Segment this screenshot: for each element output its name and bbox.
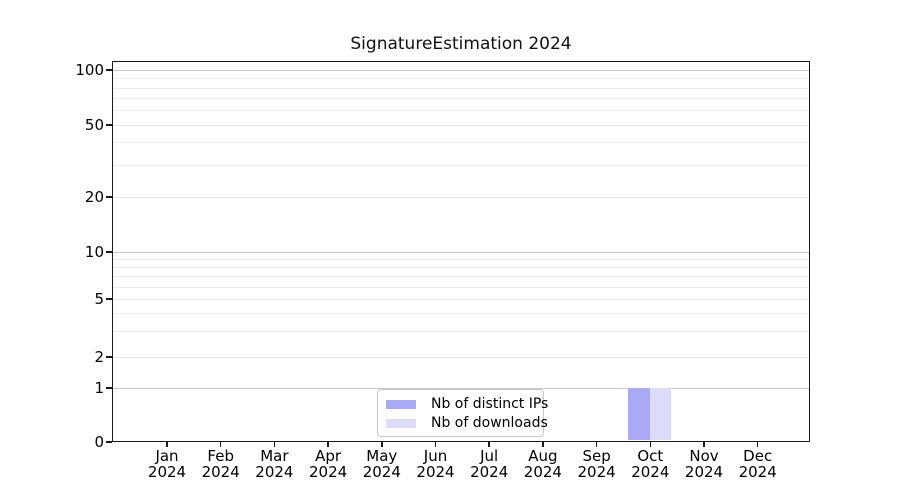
x-tick-year: 2024	[577, 463, 616, 481]
y-tick	[106, 196, 112, 198]
y-tick	[106, 251, 112, 253]
x-tick	[756, 442, 759, 447]
x-tick	[649, 442, 652, 447]
y-tick	[106, 124, 112, 126]
x-tick-month: May	[366, 447, 398, 465]
x-tick-month: Jan	[155, 447, 179, 465]
x-tick-year: 2024	[309, 463, 348, 481]
y-tick	[106, 69, 112, 71]
gridline	[113, 298, 809, 300]
x-tick-month: Oct	[637, 447, 664, 465]
x-tick-label: Nov 2024	[676, 448, 732, 480]
x-tick-year: 2024	[362, 463, 401, 481]
chart-title: SignatureEstimation 2024	[350, 34, 572, 54]
x-tick-month: Apr	[315, 447, 342, 465]
x-tick-month: Sep	[582, 447, 611, 465]
bar-nb-of-downloads	[649, 387, 672, 440]
x-tick-year: 2024	[201, 463, 240, 481]
gridline	[113, 275, 809, 277]
x-tick-label: Aug 2024	[515, 448, 571, 480]
x-tick-label: Jun 2024	[408, 448, 464, 480]
x-tick-year: 2024	[631, 463, 670, 481]
legend-swatch-distinct-ips-icon	[386, 400, 416, 409]
x-tick	[273, 442, 276, 447]
x-tick-label: Dec 2024	[730, 448, 786, 480]
legend-label-distinct-ips: Nb of distinct IPs	[431, 396, 549, 412]
x-tick	[488, 442, 490, 447]
gridline	[113, 356, 809, 358]
y-tick-label: 2	[94, 348, 104, 366]
x-tick	[595, 442, 598, 447]
y-tick-label: 0	[94, 433, 104, 451]
x-tick-label: Mar 2024	[246, 448, 302, 480]
x-tick-month: Dec	[743, 447, 773, 465]
y-tick-label: 5	[94, 290, 104, 308]
y-tick-label: 1	[94, 379, 104, 397]
bar-nb-of-distinct-ips	[628, 387, 650, 440]
x-tick-label: Sep 2024	[569, 448, 625, 480]
y-tick	[106, 298, 112, 300]
gridline	[113, 69, 809, 71]
x-tick-label: Feb 2024	[193, 448, 249, 480]
x-tick-month: Jun	[423, 447, 448, 465]
gridline	[113, 196, 809, 198]
gridline	[113, 387, 809, 389]
x-tick-year: 2024	[738, 463, 777, 481]
x-tick-label: Jan 2024	[139, 448, 195, 480]
x-tick-year: 2024	[470, 463, 509, 481]
x-tick-month: Feb	[207, 447, 234, 465]
gridline	[113, 77, 809, 79]
y-tick	[106, 387, 112, 389]
x-tick-year: 2024	[684, 463, 724, 481]
x-tick	[542, 442, 544, 447]
y-tick-label: 20	[84, 188, 104, 206]
x-tick-label: Oct 2024	[622, 448, 678, 480]
legend-item-downloads: Nb of downloads	[386, 414, 548, 433]
x-tick	[219, 442, 222, 447]
legend-swatch-downloads-icon	[386, 419, 416, 428]
x-tick-label: May 2024	[354, 448, 410, 480]
gridline	[113, 124, 809, 126]
x-tick-month: Aug	[528, 447, 558, 465]
gridline	[113, 109, 809, 111]
x-tick-label: Jul 2024	[461, 448, 517, 480]
gridline	[113, 258, 809, 260]
x-tick	[327, 442, 329, 447]
gridline	[113, 330, 809, 332]
gridline	[113, 87, 809, 89]
x-tick-year: 2024	[255, 463, 294, 481]
x-tick	[434, 442, 437, 447]
x-tick	[381, 442, 383, 447]
plot-area	[112, 61, 810, 442]
gridline	[113, 266, 809, 268]
gridline	[113, 286, 809, 288]
y-tick-label: 50	[84, 116, 104, 134]
x-tick	[703, 442, 705, 447]
gridline	[113, 97, 809, 99]
gridline	[113, 141, 809, 143]
x-tick-year: 2024	[147, 463, 187, 481]
x-tick	[166, 442, 168, 447]
x-tick-year: 2024	[416, 463, 455, 481]
y-tick-label: 10	[84, 243, 104, 261]
gridline	[113, 312, 809, 314]
y-tick-label: 100	[75, 61, 104, 79]
legend-item-distinct-ips: Nb of distinct IPs	[386, 395, 548, 414]
gridline	[113, 164, 809, 166]
legend-label-downloads: Nb of downloads	[431, 415, 548, 431]
x-tick-month: Jul	[480, 447, 499, 465]
x-tick-month: Mar	[260, 447, 289, 465]
gridline	[113, 251, 809, 253]
x-tick-month: Nov	[689, 447, 719, 465]
legend: Nb of distinct IPs Nb of downloads	[377, 389, 548, 437]
x-tick-year: 2024	[523, 463, 562, 481]
y-tick	[106, 356, 112, 358]
x-tick-label: Apr 2024	[300, 448, 356, 480]
y-tick	[106, 441, 112, 443]
